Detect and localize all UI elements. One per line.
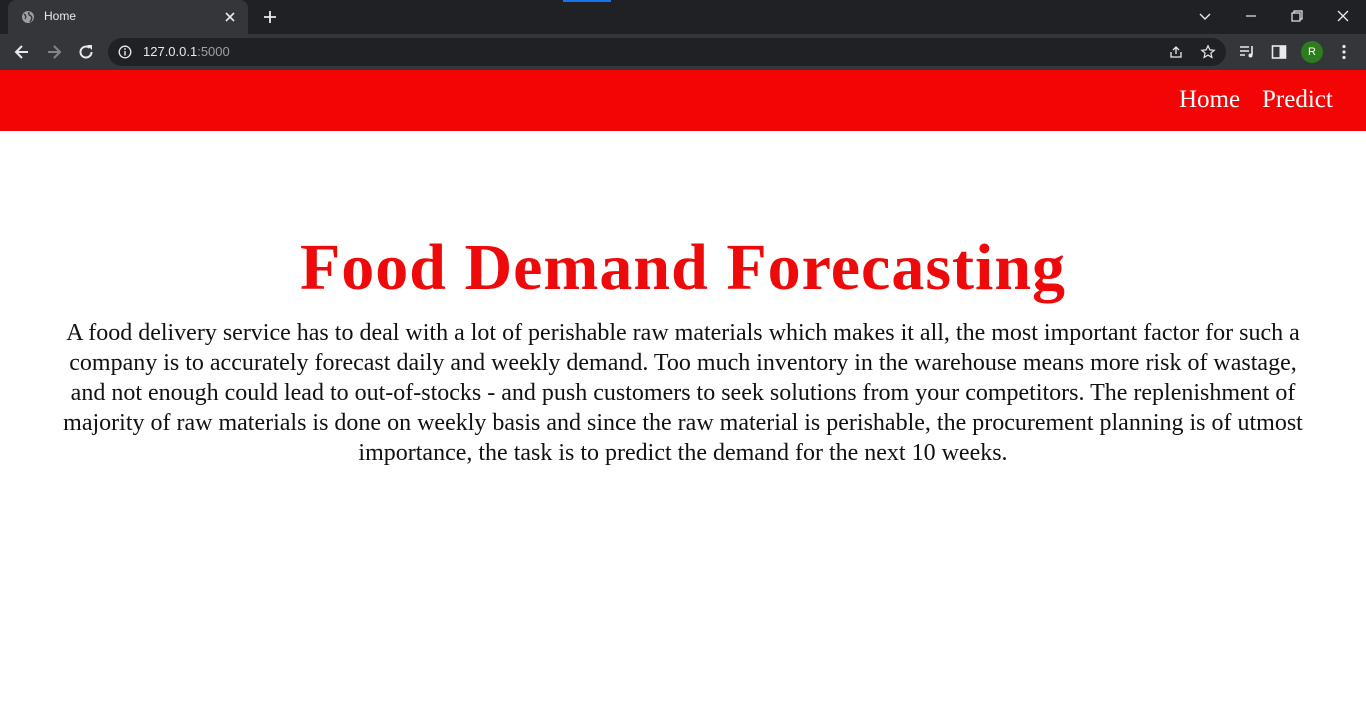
close-tab-icon[interactable]	[222, 9, 238, 25]
page-title: Food Demand Forecasting	[299, 231, 1067, 304]
tab-strip: Home	[0, 0, 1366, 34]
url-host: 127.0.0.1	[143, 44, 198, 59]
address-bar[interactable]: 127.0.0.1:5000	[108, 38, 1226, 66]
profile-avatar[interactable]: R	[1301, 41, 1323, 63]
page-description: A food delivery service has to deal with…	[63, 320, 1303, 466]
browser-toolbar: 127.0.0.1:5000 R	[0, 34, 1366, 70]
side-panel-icon[interactable]	[1270, 43, 1288, 61]
nav-home-link[interactable]: Home	[1179, 86, 1241, 113]
url-text[interactable]: 127.0.0.1:5000	[143, 44, 230, 59]
browser-tab-home[interactable]: Home	[8, 0, 248, 34]
back-arrow-icon[interactable]	[12, 42, 32, 62]
reload-icon[interactable]	[76, 42, 96, 62]
share-icon[interactable]	[1168, 44, 1184, 60]
url-port: :5000	[197, 44, 230, 59]
nav-predict-link[interactable]: Predict	[1262, 86, 1333, 113]
more-menu-icon[interactable]	[1335, 43, 1353, 61]
info-icon[interactable]	[118, 45, 132, 59]
restore-icon[interactable]	[1287, 6, 1307, 26]
new-tab-icon[interactable]	[261, 8, 279, 26]
media-queue-icon[interactable]	[1238, 43, 1256, 61]
tab-strip-accent	[563, 0, 611, 2]
bookmark-star-icon[interactable]	[1200, 44, 1216, 60]
forward-arrow-icon[interactable]	[44, 42, 64, 62]
globe-icon	[22, 11, 34, 23]
close-window-icon[interactable]	[1333, 6, 1353, 26]
tab-title: Home	[44, 9, 77, 23]
chevron-down-icon[interactable]	[1197, 8, 1213, 24]
minimize-icon[interactable]	[1241, 6, 1261, 26]
site-header: Home Predict	[0, 70, 1366, 131]
